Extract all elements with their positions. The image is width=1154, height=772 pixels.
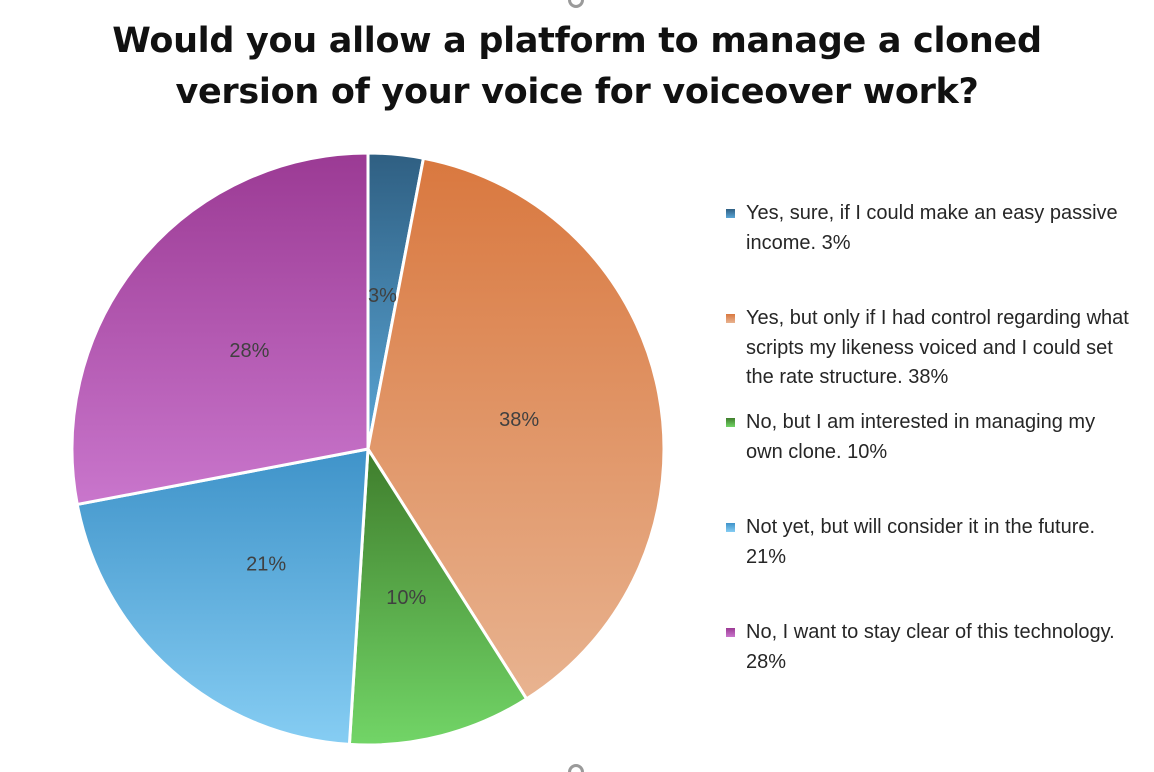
pie-slice-3[interactable] xyxy=(347,447,529,747)
slice-data-label-3: 10% xyxy=(386,587,426,609)
bottom-resize-handle[interactable] xyxy=(568,764,584,772)
legend-label-5: No, I want to stay clear of this technol… xyxy=(746,621,1115,673)
slice-data-label-2: 38% xyxy=(499,409,539,431)
chart-title: Would you allow a platform to manage a c… xyxy=(40,16,1114,118)
legend-swatch-5 xyxy=(726,628,735,637)
slice-data-label-1: 3% xyxy=(368,285,397,307)
chart-title-line-1: Would you allow a platform to manage a c… xyxy=(112,21,1042,61)
pie-slices xyxy=(70,151,666,747)
slice-data-label-4: 21% xyxy=(246,554,286,576)
legend-swatch-3 xyxy=(726,418,735,427)
legend-swatch-1 xyxy=(726,209,735,218)
legend-label-1: Yes, sure, if I could make an easy passi… xyxy=(746,202,1118,254)
legend-swatch-2 xyxy=(726,314,735,323)
pie-slice-4[interactable] xyxy=(75,447,370,746)
pie-slice-5[interactable] xyxy=(70,151,370,506)
slice-data-label-5: 28% xyxy=(229,340,269,362)
legend-label-4: Not yet, but will consider it in the fut… xyxy=(746,516,1096,568)
chart-title-line-2: version of your voice for voiceover work… xyxy=(175,72,979,112)
legend-label-3: No, but I am interested in managing my o… xyxy=(746,411,1096,463)
top-resize-handle[interactable] xyxy=(568,0,584,8)
legend-swatch-4 xyxy=(726,523,735,532)
pie-data-labels: 3% 38% 10% 21% 28% xyxy=(229,285,539,609)
legend-label-2: Yes, but only if I had control regarding… xyxy=(746,307,1129,388)
